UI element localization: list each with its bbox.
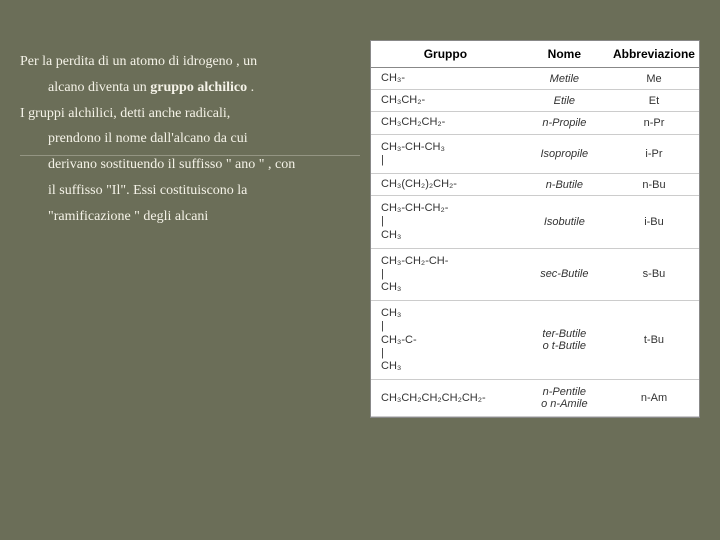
cell-nome: Metile: [520, 68, 609, 90]
cell-abbr: Me: [609, 68, 699, 90]
text-line-4: prendono il nome dall'alcano da cui: [20, 127, 355, 151]
text-column: Per la perdita di un atomo di idrogeno ,…: [20, 40, 370, 520]
table-column: Gruppo Nome Abbreviazione CH₃-MetileMeCH…: [370, 40, 700, 520]
cell-formula: CH₃CH₂-: [371, 90, 520, 112]
table-row: CH₃-CH₂-CH- | CH₃sec-Butiles-Bu: [371, 248, 699, 301]
slide-container: Per la perdita di un atomo di idrogeno ,…: [0, 0, 720, 540]
header-gruppo: Gruppo: [371, 41, 520, 68]
cell-abbr: n-Bu: [609, 173, 699, 195]
cell-nome: Isopropile: [520, 134, 609, 173]
body-text: Per la perdita di un atomo di idrogeno ,…: [20, 50, 355, 229]
table-row: CH₃CH₂CH₂-n-Propilen-Pr: [371, 112, 699, 134]
text-2a: alcano diventa un: [48, 80, 150, 95]
cell-formula: CH₃-CH₂-CH- | CH₃: [371, 248, 520, 301]
cell-formula: CH₃-CH-CH₃ |: [371, 134, 520, 173]
cell-abbr: Et: [609, 90, 699, 112]
cell-nome: n-Propile: [520, 112, 609, 134]
text-line-1: Per la perdita di un atomo di idrogeno ,…: [20, 50, 355, 74]
cell-abbr: t-Bu: [609, 301, 699, 380]
table-header-row: Gruppo Nome Abbreviazione: [371, 41, 699, 68]
text-line-6: il suffisso "Il". Essi costituiscono la: [20, 179, 355, 203]
cell-formula: CH₃ | CH₃-C- | CH₃: [371, 301, 520, 380]
alkyl-groups-table: Gruppo Nome Abbreviazione CH₃-MetileMeCH…: [371, 41, 699, 417]
horizontal-divider: [20, 155, 360, 156]
cell-abbr: n-Am: [609, 380, 699, 417]
cell-nome: n-Butile: [520, 173, 609, 195]
text-line-3: I gruppi alchilici, detti anche radicali…: [20, 102, 355, 126]
cell-abbr: s-Bu: [609, 248, 699, 301]
table-row: CH₃CH₂-EtileEt: [371, 90, 699, 112]
text-line-2: alcano diventa un gruppo alchilico .: [20, 76, 355, 100]
table-row: CH₃(CH₂)₂CH₂-n-Butilen-Bu: [371, 173, 699, 195]
alkyl-table-container: Gruppo Nome Abbreviazione CH₃-MetileMeCH…: [370, 40, 700, 418]
cell-abbr: n-Pr: [609, 112, 699, 134]
table-row: CH₃-MetileMe: [371, 68, 699, 90]
cell-nome: ter-Butile o t-Butile: [520, 301, 609, 380]
cell-abbr: i-Pr: [609, 134, 699, 173]
table-row: CH₃-CH-CH₂- | CH₃Isobutilei-Bu: [371, 196, 699, 249]
cell-nome: n-Pentile o n-Amile: [520, 380, 609, 417]
table-row: CH₃ | CH₃-C- | CH₃ter-Butile o t-Butilet…: [371, 301, 699, 380]
cell-abbr: i-Bu: [609, 196, 699, 249]
cell-nome: sec-Butile: [520, 248, 609, 301]
cell-formula: CH₃CH₂CH₂-: [371, 112, 520, 134]
text-2b-bold: gruppo alchilico: [150, 80, 247, 95]
text-line-7: "ramificazione " degli alcani: [20, 205, 355, 229]
text-line-5: derivano sostituendo il suffisso " ano "…: [20, 153, 355, 177]
cell-formula: CH₃CH₂CH₂CH₂CH₂-: [371, 380, 520, 417]
cell-formula: CH₃-CH-CH₂- | CH₃: [371, 196, 520, 249]
table-row: CH₃-CH-CH₃ |Isopropilei-Pr: [371, 134, 699, 173]
cell-formula: CH₃-: [371, 68, 520, 90]
text-2c: .: [247, 80, 254, 95]
header-abbr: Abbreviazione: [609, 41, 699, 68]
table-row: CH₃CH₂CH₂CH₂CH₂-n-Pentile o n-Amilen-Am: [371, 380, 699, 417]
cell-nome: Etile: [520, 90, 609, 112]
table-body: CH₃-MetileMeCH₃CH₂-EtileEtCH₃CH₂CH₂-n-Pr…: [371, 68, 699, 417]
header-nome: Nome: [520, 41, 609, 68]
cell-formula: CH₃(CH₂)₂CH₂-: [371, 173, 520, 195]
cell-nome: Isobutile: [520, 196, 609, 249]
